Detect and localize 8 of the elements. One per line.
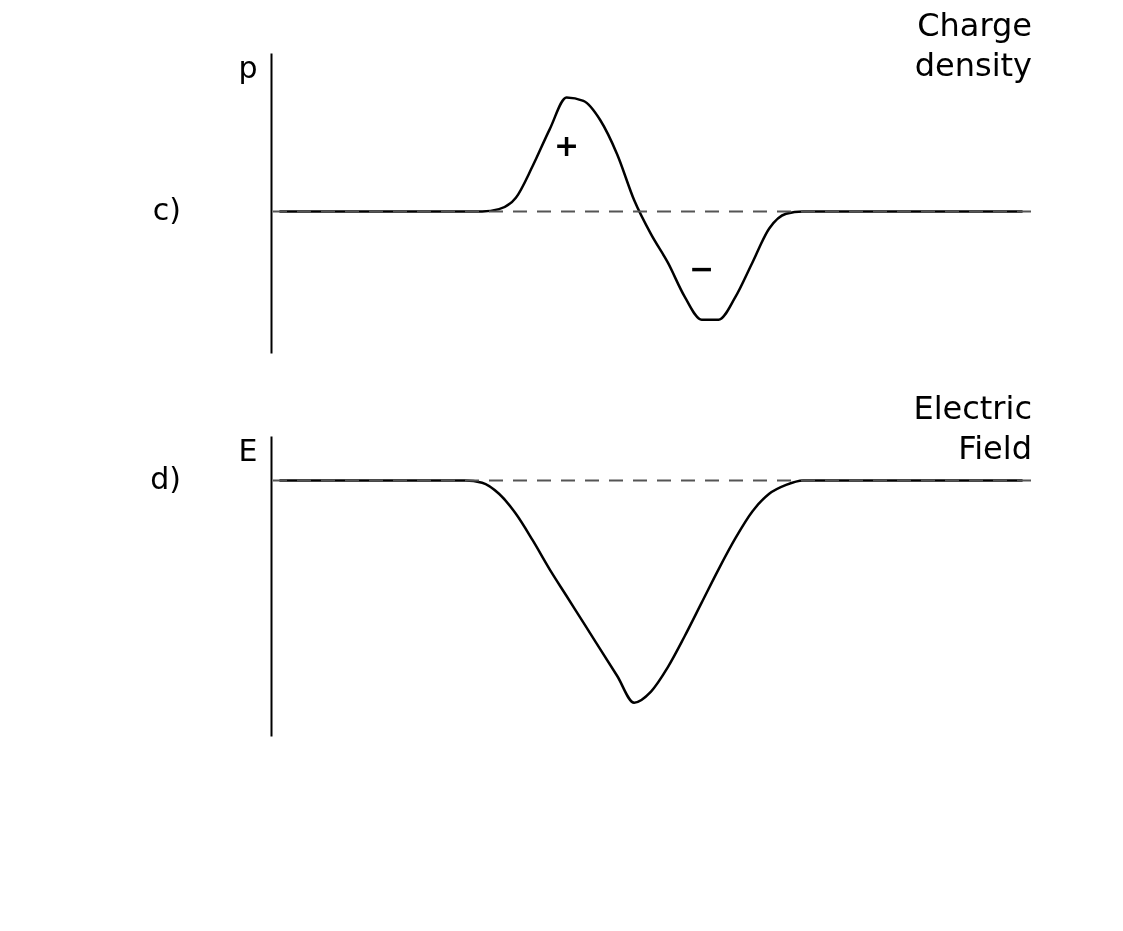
annotation: − bbox=[689, 250, 715, 286]
y-axis-title: p bbox=[238, 49, 258, 85]
chart-title: Charge density bbox=[914, 6, 1032, 84]
chart-title: Electric Field bbox=[913, 389, 1032, 467]
text: c) bbox=[152, 192, 181, 228]
annotation: + bbox=[553, 128, 580, 164]
y-axis-title: E bbox=[238, 432, 258, 468]
text: d) bbox=[150, 461, 181, 497]
